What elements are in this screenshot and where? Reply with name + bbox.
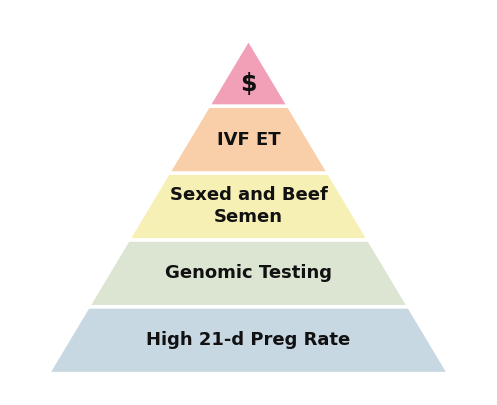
Polygon shape [208, 39, 289, 106]
Text: IVF ET: IVF ET [217, 130, 280, 149]
Polygon shape [88, 240, 409, 307]
Polygon shape [128, 173, 369, 240]
Text: High 21-d Preg Rate: High 21-d Preg Rate [147, 331, 350, 349]
Text: Sexed and Beef
Semen: Sexed and Beef Semen [169, 186, 328, 226]
Polygon shape [48, 307, 449, 373]
Polygon shape [168, 106, 329, 173]
Text: $: $ [240, 72, 257, 96]
Text: Genomic Testing: Genomic Testing [165, 264, 332, 282]
